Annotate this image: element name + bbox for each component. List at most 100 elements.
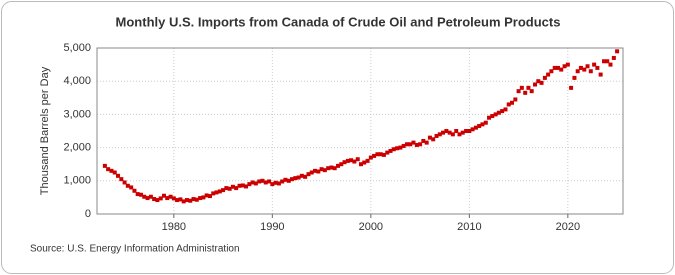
data-point bbox=[375, 152, 380, 157]
data-point bbox=[447, 130, 452, 135]
data-point bbox=[588, 69, 593, 74]
data-point bbox=[424, 140, 429, 145]
data-point bbox=[490, 114, 495, 119]
data-point bbox=[240, 183, 245, 188]
data-point bbox=[257, 179, 262, 184]
data-point bbox=[142, 194, 147, 199]
data-point bbox=[152, 197, 157, 202]
data-point bbox=[342, 160, 347, 165]
data-point bbox=[270, 182, 275, 187]
data-point bbox=[280, 179, 285, 184]
data-point bbox=[322, 168, 327, 173]
data-point bbox=[421, 138, 426, 143]
data-point bbox=[362, 160, 367, 165]
data-point bbox=[217, 189, 222, 194]
data-point bbox=[276, 181, 281, 186]
data-point bbox=[555, 65, 560, 70]
data-point bbox=[408, 142, 413, 147]
data-point bbox=[309, 170, 314, 175]
data-point bbox=[450, 132, 455, 137]
data-point bbox=[578, 65, 583, 70]
data-point bbox=[569, 85, 574, 90]
data-point bbox=[191, 197, 196, 202]
data-point bbox=[565, 62, 570, 67]
data-point bbox=[115, 173, 120, 178]
data-point bbox=[477, 124, 482, 129]
data-point bbox=[457, 132, 462, 137]
data-point bbox=[582, 67, 587, 72]
data-point bbox=[329, 165, 334, 170]
data-point bbox=[575, 69, 580, 74]
source-note: Source: U.S. Energy Information Administ… bbox=[30, 244, 240, 255]
data-point bbox=[326, 166, 331, 171]
data-point bbox=[168, 194, 173, 199]
data-point bbox=[214, 190, 219, 195]
plot-border bbox=[96, 47, 624, 215]
data-point bbox=[427, 135, 432, 140]
data-point bbox=[109, 168, 114, 173]
data-point bbox=[467, 129, 472, 133]
data-point bbox=[273, 180, 278, 185]
data-point bbox=[293, 176, 298, 181]
data-point bbox=[355, 157, 360, 162]
data-point bbox=[500, 109, 505, 114]
data-point bbox=[404, 142, 409, 147]
data-point bbox=[290, 177, 295, 182]
data-point bbox=[480, 122, 485, 127]
data-point bbox=[493, 112, 498, 117]
data-point bbox=[119, 177, 124, 182]
data-point bbox=[283, 177, 288, 182]
data-point bbox=[319, 167, 324, 172]
data-point bbox=[263, 180, 268, 185]
data-point bbox=[125, 183, 130, 188]
data-point bbox=[519, 85, 524, 90]
data-point bbox=[513, 97, 518, 102]
data-point bbox=[129, 185, 134, 190]
data-point bbox=[132, 188, 137, 193]
data-point bbox=[395, 146, 400, 151]
data-point bbox=[546, 72, 551, 77]
data-point bbox=[171, 196, 176, 201]
data-point bbox=[139, 192, 144, 197]
data-point bbox=[572, 75, 577, 80]
data-point bbox=[221, 188, 226, 193]
data-point bbox=[178, 197, 183, 202]
data-point bbox=[145, 196, 150, 201]
data-point bbox=[391, 147, 396, 152]
data-point bbox=[230, 184, 235, 189]
data-point bbox=[306, 172, 311, 177]
data-point bbox=[352, 159, 357, 164]
data-point bbox=[385, 150, 390, 155]
data-point bbox=[155, 198, 160, 203]
data-point bbox=[431, 137, 436, 142]
data-point bbox=[184, 198, 189, 203]
data-point bbox=[204, 193, 209, 198]
data-point bbox=[539, 80, 544, 85]
data-point bbox=[148, 194, 153, 199]
data-point bbox=[523, 90, 528, 95]
data-point bbox=[260, 178, 265, 183]
data-point bbox=[381, 152, 386, 157]
y-tick-label: 3,000 bbox=[63, 108, 91, 120]
data-point bbox=[211, 191, 216, 196]
data-point bbox=[388, 148, 393, 153]
data-point bbox=[165, 196, 170, 201]
data-point bbox=[112, 170, 117, 175]
data-point bbox=[595, 65, 600, 70]
data-point bbox=[368, 155, 373, 160]
data-point bbox=[418, 142, 423, 147]
data-point bbox=[444, 129, 449, 133]
data-point bbox=[372, 153, 377, 158]
data-point bbox=[559, 67, 564, 72]
data-point bbox=[102, 163, 107, 168]
data-point bbox=[175, 198, 180, 203]
data-point bbox=[585, 64, 590, 69]
data-point bbox=[549, 69, 554, 74]
data-point bbox=[181, 199, 186, 204]
data-point bbox=[224, 186, 229, 191]
data-point bbox=[503, 107, 508, 112]
data-point bbox=[464, 129, 469, 133]
data-point bbox=[267, 179, 272, 184]
